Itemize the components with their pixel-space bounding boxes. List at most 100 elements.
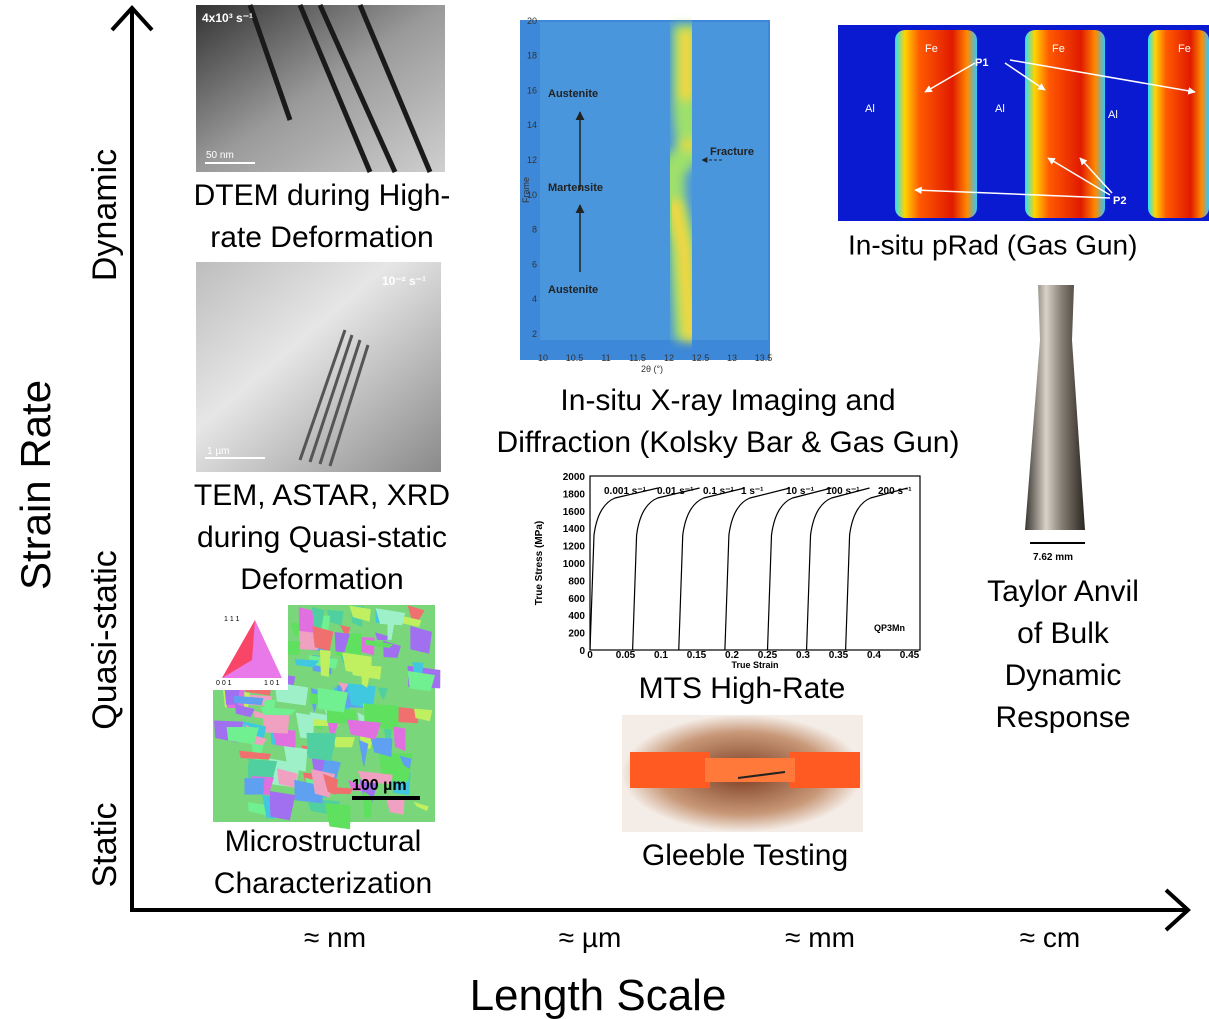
image-label: Al <box>1108 109 1118 121</box>
rate-label: 100 s⁻¹ <box>826 486 860 497</box>
caption: Deformation <box>240 563 403 596</box>
image-label: Austenite <box>548 284 598 296</box>
x-tick-label: 12 <box>664 353 674 363</box>
curve <box>768 488 832 650</box>
image-label: 100 µm <box>352 777 407 794</box>
curve <box>590 488 658 650</box>
x-tick-label: 0.1 <box>654 650 668 661</box>
x-tick-label: 11.5 <box>629 353 646 363</box>
image-label: 0 0 1 <box>216 680 232 687</box>
x-level: ≈ µm <box>559 922 622 953</box>
caption: Diffraction (Kolsky Bar & Gas Gun) <box>497 426 960 459</box>
y-tick-label: 1200 <box>563 542 586 553</box>
image-label: 1 0 1 <box>264 680 280 687</box>
prad-image <box>838 25 1209 221</box>
image-label: 1 µm <box>207 446 229 457</box>
y-level: Static <box>86 802 124 887</box>
tem-image <box>196 262 441 472</box>
caption: Characterization <box>214 867 432 900</box>
y-tick-label: 200 <box>568 629 585 640</box>
y-tick-label: 8 <box>532 225 537 235</box>
y-tick-label: 1400 <box>563 524 586 535</box>
y-tick-label: 12 <box>527 155 537 165</box>
y-tick-label: 400 <box>568 611 585 622</box>
ebsd-image <box>213 605 440 829</box>
x-tick-label: 10.5 <box>566 353 584 363</box>
rate-label: 0.1 s⁻¹ <box>703 486 735 497</box>
y-tick-label: 14 <box>527 120 537 130</box>
x-tick-label: 12.5 <box>692 353 710 363</box>
x-tick-label: 0.05 <box>616 650 636 661</box>
dtem-image <box>196 5 445 172</box>
image-label: P2 <box>1113 195 1126 207</box>
curve <box>807 488 870 650</box>
rate-label: 0.01 s⁻¹ <box>657 486 694 497</box>
y-tick-label: 0 <box>579 646 585 657</box>
y-level: Quasi-static <box>86 550 124 730</box>
y-level: Dynamic <box>86 149 124 281</box>
rate-label: 1 s⁻¹ <box>741 486 764 497</box>
grain <box>244 778 264 795</box>
y-tick-label: 1600 <box>563 507 586 518</box>
image-label: Fe <box>1052 43 1065 55</box>
caption: Microstructural <box>225 825 422 858</box>
y-tick-label: 2 <box>532 329 537 339</box>
axis-title: True Stress (MPa) <box>534 521 545 605</box>
y-tick-label: 6 <box>532 259 537 269</box>
axis-title: True Strain <box>731 660 778 670</box>
y-tick-label: 1000 <box>563 559 586 570</box>
image-label: 2θ (°) <box>641 364 663 374</box>
x-tick-label: 0 <box>587 650 593 661</box>
image-label: Al <box>865 103 875 115</box>
caption: Gleeble Testing <box>642 839 848 872</box>
x-tick-label: 0.45 <box>900 650 920 661</box>
image-label: 10⁻² s⁻¹ <box>382 274 426 288</box>
grain <box>412 662 423 673</box>
image-label: 1 1 1 <box>224 616 240 623</box>
y-tick-label: 800 <box>568 576 585 587</box>
y-tick-label: 20 <box>527 16 537 26</box>
caption: TEM, ASTAR, XRD <box>194 479 450 512</box>
caption: of Bulk <box>1017 617 1110 650</box>
caption: Response <box>995 701 1130 734</box>
image-label: P1 <box>975 57 988 69</box>
image-label: Fracture <box>710 146 754 158</box>
rate-label: 200 s⁻¹ <box>878 486 912 497</box>
x-level: ≈ mm <box>785 922 855 953</box>
y-tick-label: 4 <box>532 294 537 304</box>
caption: Taylor Anvil <box>987 575 1139 608</box>
x-tick-label: 0.35 <box>829 650 849 661</box>
x-tick-label: 0.3 <box>796 650 810 661</box>
image-label: Austenite <box>548 88 598 100</box>
x-tick-label: 0.4 <box>867 650 881 661</box>
image-label: Al <box>995 103 1005 115</box>
grain <box>262 714 289 734</box>
y-tick-label: 18 <box>527 51 537 61</box>
caption: rate Deformation <box>210 221 433 254</box>
x-axis-title: Length Scale <box>470 971 727 1019</box>
rate-label: 0.001 s⁻¹ <box>604 486 647 497</box>
grain <box>306 733 336 761</box>
image-label: Martensite <box>548 182 603 194</box>
caption: DTEM during High- <box>194 179 451 212</box>
x-tick-label: 13 <box>727 353 737 363</box>
mts-chart: 00.050.10.150.20.250.30.350.40.450200400… <box>534 472 920 670</box>
image-label: 4x10³ s⁻¹ <box>202 11 253 25</box>
image-label: Fe <box>925 43 938 55</box>
image-label: 50 nm <box>206 150 234 161</box>
note: QP3Mn <box>874 623 905 633</box>
x-tick-label: 0.15 <box>687 650 707 661</box>
y-axis-title: Strain Rate <box>12 380 59 590</box>
taylor-image <box>1025 285 1085 543</box>
caption: during Quasi-static <box>197 521 447 554</box>
y-tick-label: 600 <box>568 594 585 605</box>
caption: Dynamic <box>1005 659 1122 692</box>
x-tick-label: 10 <box>538 353 548 363</box>
x-tick-label: 13.5 <box>755 353 773 363</box>
caption: In-situ X-ray Imaging and <box>560 384 895 417</box>
image-label: 7.62 mm <box>1033 552 1073 563</box>
y-tick-label: 16 <box>527 85 537 95</box>
x-level: ≈ nm <box>304 922 366 953</box>
grain <box>333 737 355 747</box>
y-tick-label: 2000 <box>563 472 586 483</box>
